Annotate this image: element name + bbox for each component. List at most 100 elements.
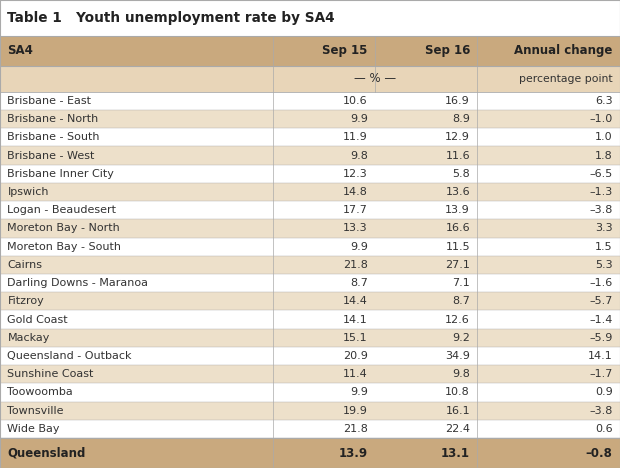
Text: Brisbane - South: Brisbane - South (7, 132, 100, 142)
Text: Mackay: Mackay (7, 333, 50, 343)
Text: 21.8: 21.8 (343, 260, 368, 270)
Text: 12.9: 12.9 (445, 132, 470, 142)
Text: –1.7: –1.7 (589, 369, 613, 379)
Bar (477, 183, 620, 201)
Text: 14.1: 14.1 (588, 351, 613, 361)
Bar (375, 365, 477, 383)
Bar (477, 383, 620, 402)
Text: Moreton Bay - South: Moreton Bay - South (7, 241, 122, 252)
Text: 8.7: 8.7 (452, 296, 470, 307)
Bar (273, 256, 375, 274)
Bar (0, 92, 273, 110)
Text: 34.9: 34.9 (445, 351, 470, 361)
Bar (375, 92, 477, 110)
Text: — % —: — % — (354, 72, 396, 85)
Text: –6.5: –6.5 (589, 169, 613, 179)
Bar (0, 219, 273, 238)
Bar (375, 347, 477, 365)
Text: 5.8: 5.8 (452, 169, 470, 179)
Text: Gold Coast: Gold Coast (7, 314, 68, 325)
Text: Sep 15: Sep 15 (322, 44, 368, 57)
Bar (273, 165, 375, 183)
Bar (273, 238, 375, 256)
Bar (0, 347, 273, 365)
Text: 1.8: 1.8 (595, 151, 613, 161)
Bar (0, 165, 273, 183)
Bar (375, 165, 477, 183)
Bar (0, 383, 273, 402)
Text: Logan - Beaudesert: Logan - Beaudesert (7, 205, 117, 215)
Bar (477, 402, 620, 420)
Bar (0, 183, 273, 201)
Text: 7.1: 7.1 (452, 278, 470, 288)
Text: 16.1: 16.1 (445, 406, 470, 416)
Bar (477, 329, 620, 347)
Text: 10.6: 10.6 (343, 96, 368, 106)
Bar (375, 292, 477, 310)
Text: 8.9: 8.9 (452, 114, 470, 124)
Text: 12.3: 12.3 (343, 169, 368, 179)
Bar (477, 219, 620, 238)
Bar (0, 110, 273, 128)
Text: Brisbane - North: Brisbane - North (7, 114, 99, 124)
Bar (375, 219, 477, 238)
Text: Queensland: Queensland (7, 446, 86, 460)
Bar (273, 146, 375, 165)
Text: –3.8: –3.8 (589, 205, 613, 215)
Bar (0, 402, 273, 420)
Bar (477, 256, 620, 274)
Text: 20.9: 20.9 (343, 351, 368, 361)
Bar (273, 128, 375, 146)
Text: 21.8: 21.8 (343, 424, 368, 434)
Text: 9.9: 9.9 (350, 241, 368, 252)
Bar (0, 310, 273, 329)
Bar (477, 165, 620, 183)
Bar (273, 110, 375, 128)
Text: Table 1   Youth unemployment rate by SA4: Table 1 Youth unemployment rate by SA4 (7, 11, 335, 25)
Text: 6.3: 6.3 (595, 96, 613, 106)
Text: 9.9: 9.9 (350, 114, 368, 124)
Text: 14.1: 14.1 (343, 314, 368, 325)
Bar (273, 438, 375, 468)
Text: 11.6: 11.6 (445, 151, 470, 161)
Text: Brisbane - West: Brisbane - West (7, 151, 95, 161)
Bar (375, 256, 477, 274)
Text: 22.4: 22.4 (445, 424, 470, 434)
Bar (375, 183, 477, 201)
Bar (477, 292, 620, 310)
Bar (477, 438, 620, 468)
Bar (375, 201, 477, 219)
Text: 9.8: 9.8 (452, 369, 470, 379)
Text: 11.4: 11.4 (343, 369, 368, 379)
Text: –1.6: –1.6 (589, 278, 613, 288)
Bar (375, 110, 477, 128)
Bar (375, 128, 477, 146)
Text: 1.0: 1.0 (595, 132, 613, 142)
Text: Fitzroy: Fitzroy (7, 296, 44, 307)
Bar (477, 310, 620, 329)
Text: 8.7: 8.7 (350, 278, 368, 288)
Bar (477, 110, 620, 128)
Bar (477, 420, 620, 438)
Bar (273, 347, 375, 365)
Text: 13.3: 13.3 (343, 223, 368, 234)
Text: Darling Downs - Maranoa: Darling Downs - Maranoa (7, 278, 148, 288)
Text: 14.4: 14.4 (343, 296, 368, 307)
Text: Cairns: Cairns (7, 260, 42, 270)
Bar (0, 420, 273, 438)
Text: Brisbane Inner City: Brisbane Inner City (7, 169, 114, 179)
Bar (477, 36, 620, 66)
Bar (375, 36, 477, 66)
Bar (375, 420, 477, 438)
Bar (273, 310, 375, 329)
Bar (0, 329, 273, 347)
Text: 13.9: 13.9 (445, 205, 470, 215)
Text: 12.6: 12.6 (445, 314, 470, 325)
Text: Sep 16: Sep 16 (425, 44, 470, 57)
Bar (0, 201, 273, 219)
Bar (0, 128, 273, 146)
Bar (375, 329, 477, 347)
Text: –1.4: –1.4 (589, 314, 613, 325)
Bar (477, 146, 620, 165)
Text: percentage point: percentage point (519, 73, 613, 84)
